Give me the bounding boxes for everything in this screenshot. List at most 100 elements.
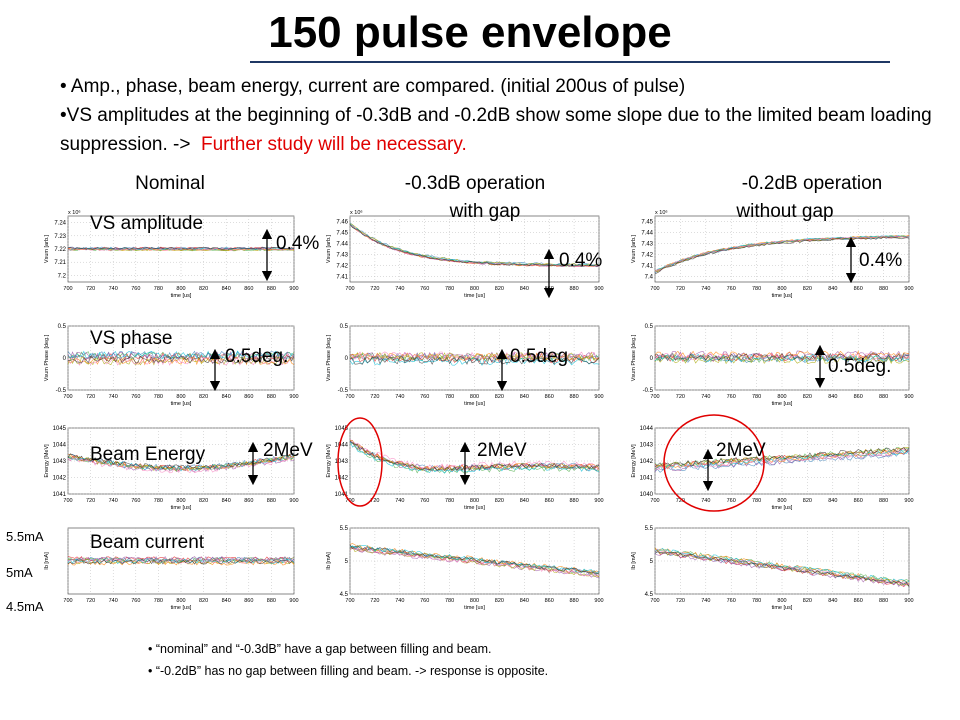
x-tick-label: 760: [727, 498, 736, 504]
y-tick-label: 7.43: [336, 253, 348, 259]
x-tick-label: 900: [289, 286, 298, 292]
x-tick-label: 880: [570, 394, 579, 400]
footnotes: • “nominal” and “-0.3dB” have a gap betw…: [148, 638, 548, 682]
y-tick-label: 5: [345, 559, 349, 565]
x-axis-label: time [us]: [171, 401, 192, 407]
x-tick-label: 820: [495, 498, 504, 504]
x-axis-label: time [us]: [171, 605, 192, 611]
x-tick-label: 840: [222, 598, 231, 604]
x-tick-label: 820: [199, 598, 208, 604]
x-tick-label: 900: [594, 498, 603, 504]
y-tick-label: 7.41: [336, 275, 348, 281]
slide-title: 150 pulse envelope: [268, 8, 672, 57]
y-tick-label: 1042: [640, 459, 654, 465]
annotation: 0.5deg.: [225, 346, 289, 367]
x-tick-label: 860: [244, 498, 253, 504]
annotation: 0.5deg: [510, 346, 569, 367]
plot-grid: 7.24 7.23 7.22 7.21 7.2 700 720 740 760 780 800 820…: [44, 209, 914, 611]
x-tick-label: 760: [131, 286, 140, 292]
current-label: 5mA: [6, 565, 33, 580]
y-tick-label: 7.41: [641, 264, 653, 270]
arrows: [209, 228, 857, 492]
x-tick-label: 700: [63, 286, 72, 292]
y-tick-label: 4.5: [645, 592, 654, 598]
x-tick-label: 740: [701, 498, 710, 504]
column-header: -0.2dB operation: [741, 173, 883, 194]
trace: [654, 548, 910, 585]
x-tick-label: 880: [267, 394, 276, 400]
y-tick-label: 1044: [53, 443, 67, 449]
x-tick-label: 900: [594, 394, 603, 400]
row-label: VS phase: [90, 328, 173, 349]
x-tick-label: 840: [520, 394, 529, 400]
trace: [349, 357, 600, 366]
annotation: 0.4%: [859, 250, 903, 271]
x-tick-label: 780: [154, 394, 163, 400]
y-tick-label: 7.43: [641, 242, 653, 248]
trace: [67, 558, 295, 564]
x-tick-label: 900: [904, 394, 913, 400]
x-tick-label: 720: [370, 598, 379, 604]
x-tick-label: 880: [570, 498, 579, 504]
bullet: • Amp., phase, beam energy, current are …: [60, 76, 686, 97]
y-tick-label: 7.23: [54, 234, 66, 240]
trace: [349, 224, 600, 267]
x-tick-label: 760: [727, 286, 736, 292]
x-tick-label: 780: [445, 286, 454, 292]
axis-exponent: x 10⁶: [350, 209, 363, 216]
x-tick-label: 880: [267, 498, 276, 504]
x-tick-label: 820: [199, 498, 208, 504]
y-tick-label: 1040: [640, 492, 654, 498]
axis-exponent: x 10⁶: [68, 209, 81, 216]
trace: [654, 449, 910, 471]
trace: [654, 551, 910, 587]
bullet-highlight: Further study will be necessary.: [201, 134, 467, 155]
x-tick-label: 880: [267, 286, 276, 292]
trace: [349, 546, 600, 578]
x-tick-label: 740: [395, 498, 404, 504]
trace: [349, 441, 600, 472]
x-tick-label: 700: [650, 286, 659, 292]
x-tick-label: 860: [545, 394, 554, 400]
x-tick-label: 700: [650, 598, 659, 604]
trace: [67, 247, 294, 251]
x-tick-label: 700: [63, 394, 72, 400]
x-tick-label: 860: [545, 598, 554, 604]
x-tick-label: 840: [828, 286, 837, 292]
trace: [654, 236, 910, 275]
y-tick-label: 7.46: [336, 220, 348, 226]
x-tick-label: 780: [154, 498, 163, 504]
x-tick-label: 840: [828, 394, 837, 400]
y-axis-label: Ib [mA]: [44, 552, 50, 570]
y-tick-label: 1043: [53, 459, 67, 465]
x-tick-label: 760: [131, 394, 140, 400]
x-tick-label: 840: [222, 498, 231, 504]
x-tick-label: 720: [370, 498, 379, 504]
x-tick-label: 780: [445, 598, 454, 604]
x-tick-label: 720: [676, 598, 685, 604]
y-tick-label: 0: [345, 356, 349, 362]
current-label: 4.5mA: [6, 599, 44, 614]
x-axis-label: time [us]: [464, 505, 485, 511]
y-axis-label: Vsum [arb.]: [44, 234, 50, 263]
y-tick-label: 1041: [335, 492, 349, 498]
footnote-text: “-0.2dB” has no gap between filling and …: [155, 664, 549, 678]
x-tick-label: 700: [345, 286, 354, 292]
trace: [349, 350, 600, 361]
x-tick-label: 720: [370, 394, 379, 400]
trace: [654, 235, 910, 273]
x-tick-label: 860: [854, 286, 863, 292]
x-tick-label: 800: [176, 598, 185, 604]
x-tick-label: 900: [289, 498, 298, 504]
x-tick-label: 740: [109, 394, 118, 400]
column-header: -0.3dB operation: [404, 173, 546, 194]
x-tick-label: 800: [777, 286, 786, 292]
y-tick-label: 1043: [335, 459, 349, 465]
annotation: 2MeV: [477, 440, 527, 461]
